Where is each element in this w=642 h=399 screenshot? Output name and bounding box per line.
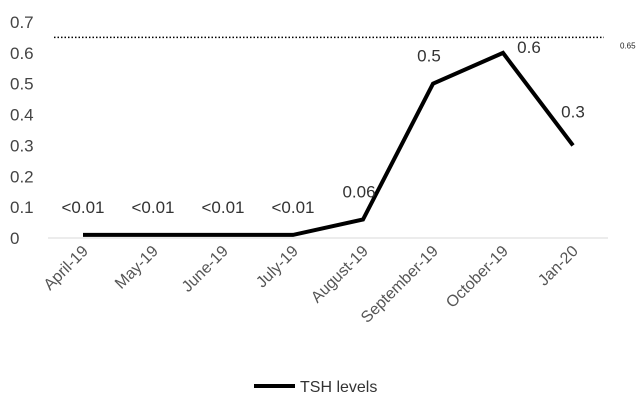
- data-label-0: <0.01: [61, 198, 104, 217]
- x-category-label-6: October-19: [443, 243, 512, 312]
- data-label-2: <0.01: [201, 198, 244, 217]
- y-tick-label-7: 0.7: [10, 13, 34, 32]
- y-tick-label-6: 0.6: [10, 44, 34, 63]
- legend-label: TSH levels: [300, 379, 377, 396]
- legend: TSH levels: [254, 379, 377, 396]
- x-category-label-4: August-19: [308, 243, 372, 307]
- data-label-3: <0.01: [271, 198, 314, 217]
- x-category-label-7: Jan-20: [535, 243, 582, 290]
- x-category-label-3: July-19: [253, 243, 302, 292]
- y-tick-label-3: 0.3: [10, 136, 34, 155]
- data-label-7: 0.3: [561, 102, 585, 121]
- reference-line-label: 0.65: [620, 41, 636, 50]
- x-category-label-2: June-19: [179, 243, 232, 296]
- y-tick-label-4: 0.4: [10, 106, 34, 125]
- y-tick-label-1: 0.1: [10, 198, 34, 217]
- x-category-label-1: May-19: [112, 243, 162, 293]
- data-label-5: 0.5: [417, 47, 441, 66]
- data-label-1: <0.01: [131, 198, 174, 217]
- y-axis-ticks: 0 0.1 0.2 0.3 0.4 0.5 0.6 0.7: [10, 13, 34, 248]
- data-labels: <0.01 <0.01 <0.01 <0.01 0.06 0.5 0.6 0.3: [61, 38, 584, 217]
- y-tick-label-0: 0: [10, 229, 19, 248]
- data-label-6: 0.6: [517, 38, 541, 57]
- x-category-label-0: April-19: [41, 243, 92, 294]
- data-label-4: 0.06: [342, 182, 375, 201]
- series-line-tsh-levels: [83, 50, 575, 237]
- y-tick-label-2: 0.2: [10, 167, 34, 186]
- x-axis-category-labels: April-19 May-19 June-19 July-19 August-19Sep…: [41, 243, 582, 327]
- y-tick-label-5: 0.5: [10, 75, 34, 94]
